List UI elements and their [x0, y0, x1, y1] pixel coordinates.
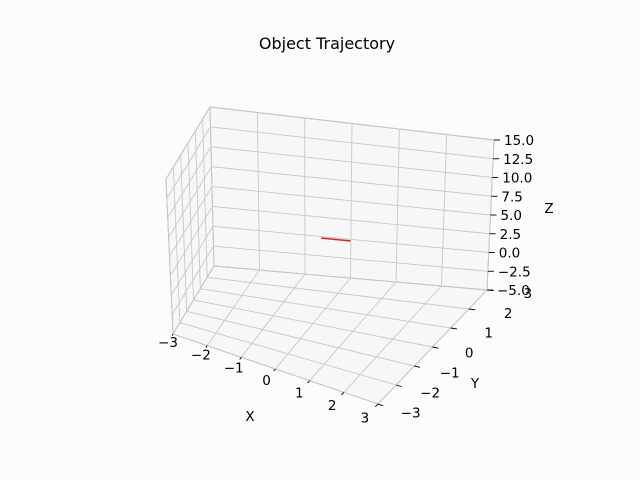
gridline-z-left	[168, 166, 212, 238]
y-tick-label: −1	[440, 366, 460, 382]
gridline-z-back	[211, 166, 492, 197]
z-tick-label: 5.0	[501, 208, 522, 224]
x-tick-label: 2	[328, 398, 337, 414]
gridline-z-left	[169, 186, 213, 257]
gridline-y-floor	[186, 310, 415, 367]
floor-pane	[173, 266, 487, 404]
gridline-z-left	[166, 126, 211, 199]
y-tick-mark	[414, 365, 421, 368]
x-tick-mark	[205, 345, 208, 348]
x-tick-mark	[273, 368, 276, 372]
back-pane	[210, 107, 494, 290]
y-tick-label: −3	[401, 405, 421, 421]
gridline-z-left	[171, 245, 214, 315]
gridline-z-left	[165, 106, 211, 180]
gridline-z-back	[212, 225, 489, 253]
data-series	[321, 237, 351, 242]
z-tick-label: 7.5	[501, 189, 522, 205]
y-tick-label: 2	[504, 306, 513, 322]
gridline-z-back	[211, 186, 491, 216]
x-tick-mark	[341, 392, 345, 396]
gridline-z-back	[213, 265, 488, 291]
gridline-z-left	[167, 146, 212, 218]
z-tick-label: −5.0	[497, 283, 530, 299]
trajectory-point	[348, 239, 351, 242]
z-tick-label: 10.0	[502, 171, 532, 187]
z-tick-label: 2.5	[500, 227, 521, 243]
x-tick-label: −2	[191, 348, 211, 364]
chart-title: Object Trajectory	[259, 34, 395, 53]
z-tick-label: 15.0	[504, 133, 534, 149]
axes-panes	[165, 106, 495, 405]
trajectory-point	[334, 238, 337, 241]
x-tick-label: 3	[361, 411, 370, 427]
gridline-z-back	[210, 126, 494, 160]
z-tick-label: 12.5	[503, 152, 533, 168]
x-tick-mark	[239, 357, 242, 360]
y-tick-label: −2	[420, 385, 440, 401]
gridline-y-floor	[200, 288, 451, 329]
trajectory-point	[321, 237, 324, 240]
z-tick-label: −2.5	[498, 264, 531, 280]
y-tick-mark	[396, 384, 402, 387]
gridline-z-back	[210, 146, 493, 178]
z-tick-label: 0.0	[499, 246, 520, 262]
y-tick-label: 0	[465, 346, 474, 362]
x-tick-mark	[171, 333, 174, 336]
z-axis-label: Z	[544, 201, 553, 217]
gridline-z-back	[212, 205, 490, 235]
x-axis-label: X	[245, 409, 254, 425]
x-tick-label: −3	[158, 335, 178, 351]
gridline-z-left	[169, 206, 213, 277]
y-tick-label: 3	[523, 286, 532, 302]
x-tick-mark	[374, 403, 379, 408]
gridline-y-floor	[179, 322, 397, 386]
x-tick-label: 0	[262, 373, 271, 389]
x-tick-label: 1	[295, 386, 304, 402]
gridline-y-floor	[207, 276, 469, 310]
gridline-z-left	[172, 265, 215, 335]
gridline-y-floor	[193, 299, 433, 348]
gridline-z-left	[170, 226, 214, 296]
y-axis-label: Y	[470, 376, 480, 392]
gridline-z-back	[209, 106, 495, 141]
y-tick-mark	[377, 403, 384, 407]
y-tick-mark	[432, 346, 439, 349]
y-tick-label: 1	[484, 326, 493, 342]
x-tick-mark	[307, 380, 311, 384]
x-tick-label: −1	[224, 360, 244, 376]
y-tick-mark	[450, 327, 457, 330]
gridline-z-back	[213, 245, 488, 272]
y-tick-mark	[468, 308, 476, 311]
